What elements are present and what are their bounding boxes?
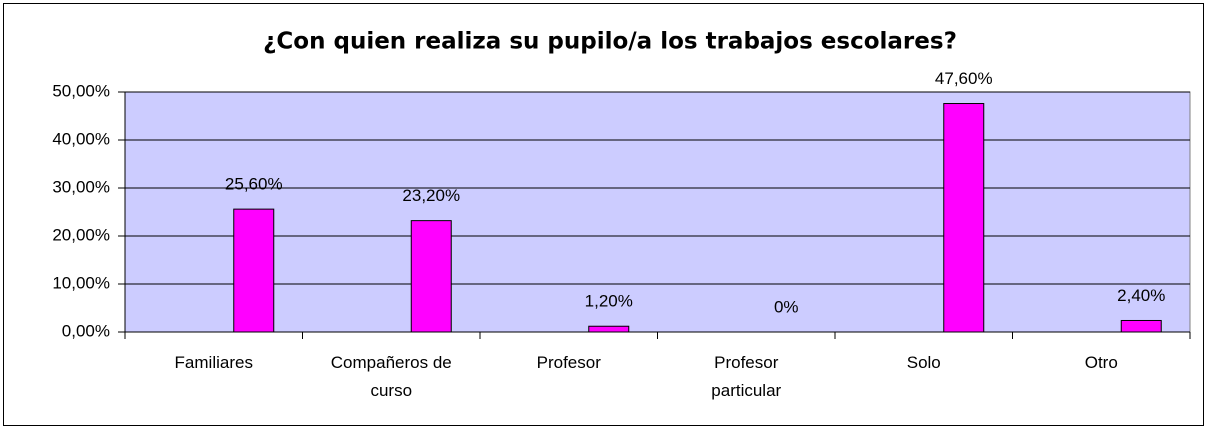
bar	[588, 325, 630, 333]
value-label: 1,20%	[585, 292, 633, 311]
x-tick-label: Profesor particular	[711, 353, 781, 400]
x-tick-label: Profesor	[537, 353, 602, 372]
y-tick-label: 40,00%	[52, 129, 110, 148]
y-tick-label: 50,00%	[52, 81, 110, 100]
value-label: 23,20%	[402, 186, 460, 205]
x-tick-label: Familiares	[175, 353, 253, 372]
plot-area	[124, 91, 1191, 333]
x-tick-label: Compañeros de curso	[331, 353, 452, 400]
x-tick-label: Solo	[907, 353, 941, 372]
value-label: 25,60%	[225, 175, 283, 194]
chart-title: ¿Con quien realiza su pupilo/a los traba…	[263, 29, 957, 55]
bar	[233, 208, 275, 333]
y-tick-label: 30,00%	[52, 177, 110, 196]
bar	[410, 220, 452, 333]
bar	[943, 103, 985, 333]
y-tick-label: 20,00%	[52, 225, 110, 244]
value-label: 2,40%	[1117, 286, 1165, 305]
value-label: 47,60%	[935, 69, 993, 88]
y-tick-label: 0,00%	[62, 321, 110, 340]
y-tick-label: 10,00%	[52, 273, 110, 292]
value-label: 0%	[774, 297, 799, 316]
bar	[1120, 319, 1162, 333]
x-tick-label: Otro	[1085, 353, 1118, 372]
